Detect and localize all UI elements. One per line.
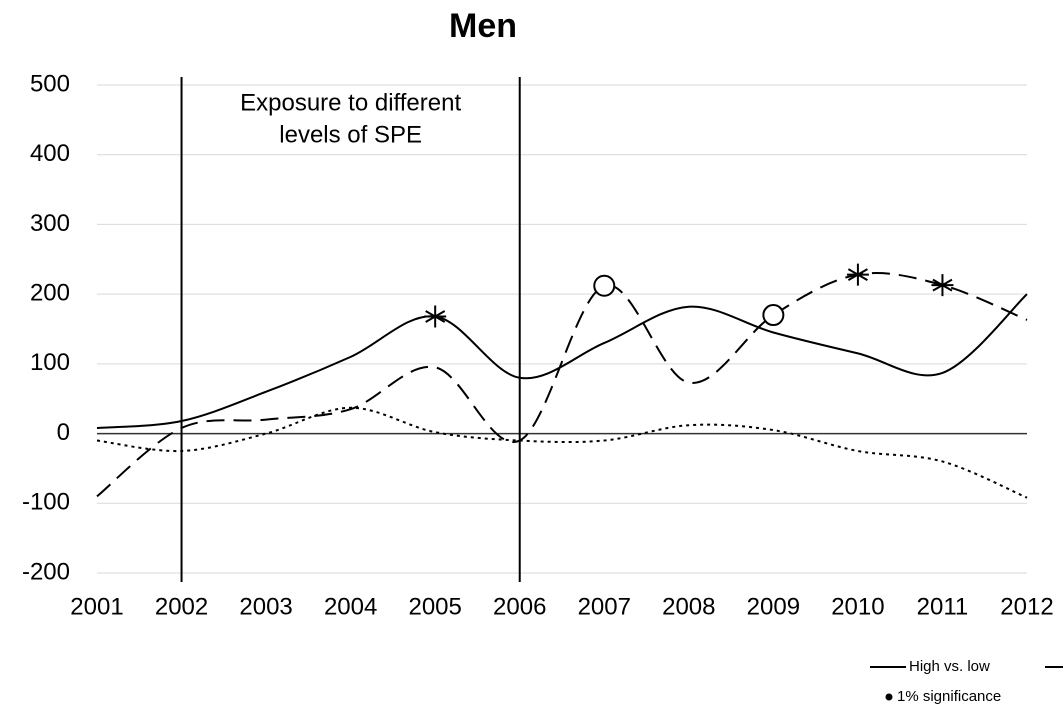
x-tick-label: 2011 xyxy=(917,593,969,620)
x-tick-label: 2001 xyxy=(70,593,123,620)
x-tick-label: 2009 xyxy=(747,593,800,620)
y-tick-label: -200 xyxy=(22,558,70,585)
annotation: Exposure to different xyxy=(240,89,461,116)
y-tick-label: 200 xyxy=(30,279,70,306)
significance-marker xyxy=(762,304,785,327)
x-tick-label: 2004 xyxy=(324,593,377,620)
y-tick-label: 0 xyxy=(57,419,70,446)
x-tick-label: 2003 xyxy=(239,593,292,620)
significance-marker xyxy=(424,305,447,328)
annotation: levels of SPE xyxy=(279,121,422,148)
series-line xyxy=(96,272,1028,498)
x-tick-label: 2007 xyxy=(578,593,631,620)
x-tick-label: 2006 xyxy=(493,593,546,620)
series-line xyxy=(96,406,1028,499)
significance-marker xyxy=(846,263,869,286)
x-tick-label: 2005 xyxy=(408,593,461,620)
y-tick-label: -100 xyxy=(22,489,70,516)
x-tick-label: 2012 xyxy=(1000,593,1053,620)
significance-marker xyxy=(593,274,616,297)
y-tick-label: 400 xyxy=(30,140,70,167)
series-line xyxy=(96,293,1028,429)
y-tick-label: 500 xyxy=(30,70,70,97)
legend-label: 1% significance xyxy=(897,688,1001,705)
x-tick-label: 2002 xyxy=(155,593,208,620)
legend-dot xyxy=(885,693,893,701)
legend-label: High vs. low xyxy=(909,658,990,675)
y-tick-label: 100 xyxy=(30,349,70,376)
x-tick-label: 2008 xyxy=(662,593,715,620)
x-tick-label: 2010 xyxy=(831,593,884,620)
chart-title: Men xyxy=(449,7,517,45)
significance-marker xyxy=(931,274,954,297)
y-tick-label: 300 xyxy=(30,210,70,237)
